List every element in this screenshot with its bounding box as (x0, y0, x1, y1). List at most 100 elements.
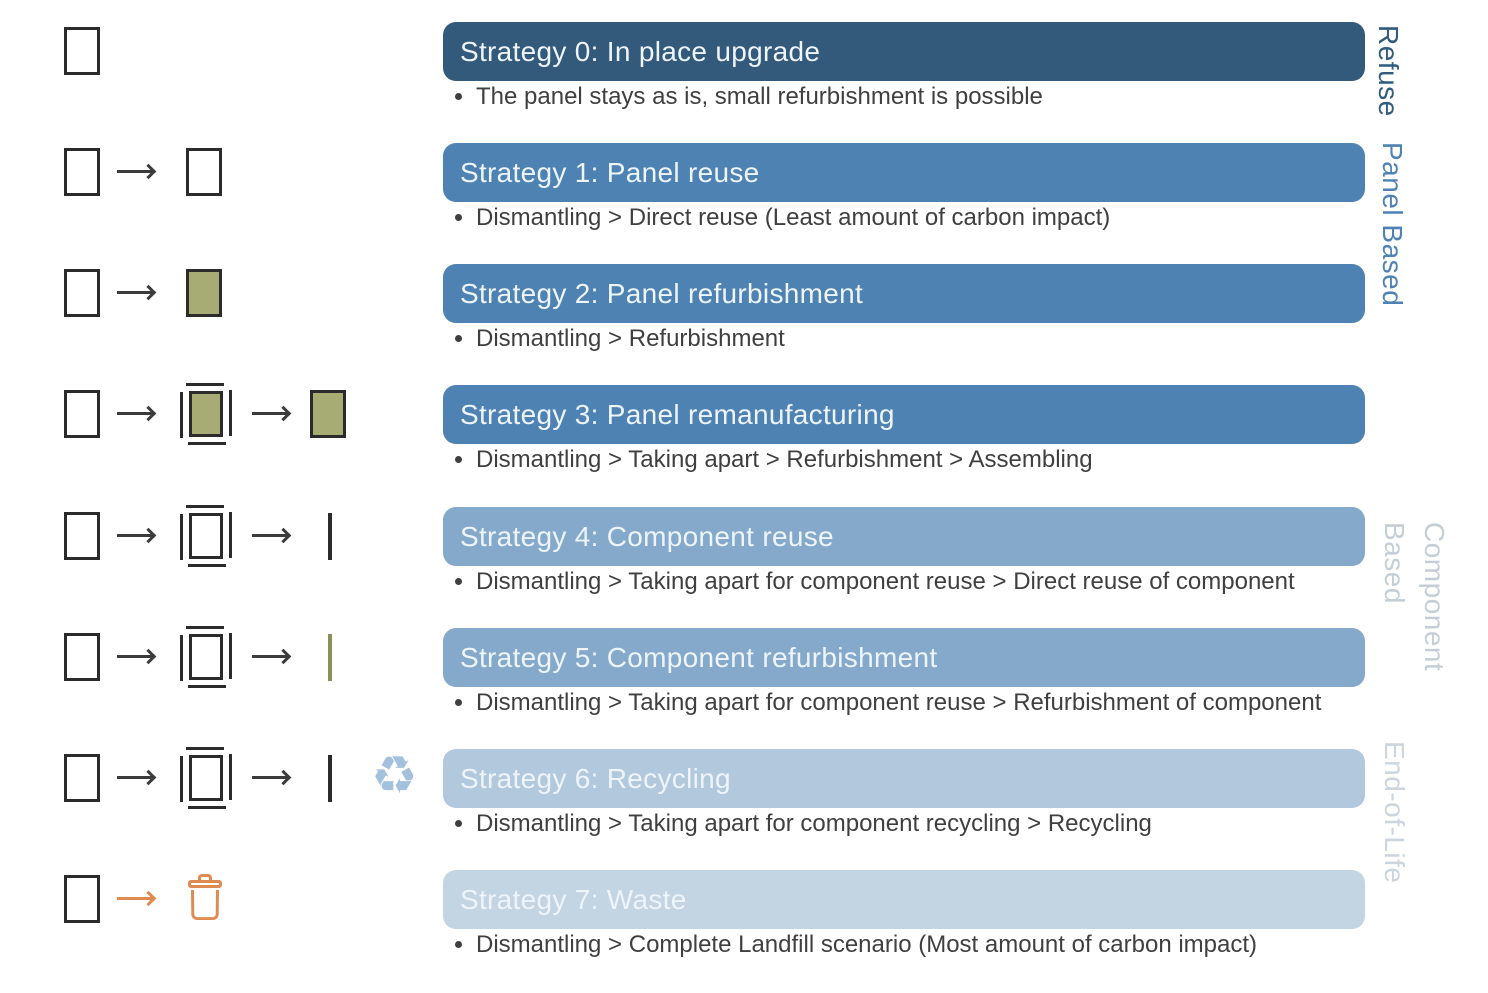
strategy-row-5: Strategy 5: Component refurbishment Dism… (0, 626, 1488, 749)
detached-edge-right (229, 390, 232, 436)
strategy-5-description-list: Dismantling > Taking apart for component… (450, 688, 1321, 718)
strategy-0-description-list: The panel stays as is, small refurbishme… (450, 82, 1043, 112)
arrow-icon (252, 412, 288, 415)
arrow-icon (117, 776, 153, 779)
side-label-component-based-line1: Component (1419, 522, 1450, 672)
strategy-1-banner: Strategy 1: Panel reuse (443, 143, 1365, 202)
trash-body (191, 890, 219, 920)
trash-icon (186, 874, 224, 922)
side-label-panel-based: Panel Based (1377, 142, 1408, 307)
panel-icon (64, 754, 100, 802)
strategy-7-title: Strategy 7: Waste (460, 883, 687, 915)
detached-edge-bottom (188, 685, 226, 688)
strategy-6-description: Dismantling > Taking apart for component… (476, 809, 1152, 839)
strategy-0-title: Strategy 0: In place upgrade (460, 35, 821, 67)
panel-core (189, 391, 223, 437)
panel-icon (64, 633, 100, 681)
strategy-row-1: Strategy 1: Panel reuse Dismantling > Di… (0, 143, 1488, 264)
detached-edge-bottom (188, 442, 226, 445)
arrow-icon (252, 534, 288, 537)
component-icon (328, 755, 332, 802)
detached-edge-left (180, 635, 183, 681)
strategy-row-6: ♻ Strategy 6: Recycling Dismantling > Ta… (0, 747, 1488, 870)
arrow-icon (117, 170, 153, 173)
strategy-5-description: Dismantling > Taking apart for component… (476, 688, 1321, 718)
arrow-icon (252, 655, 288, 658)
detached-edge-top (186, 747, 224, 750)
detached-edge-right (229, 754, 232, 800)
panel-icon (186, 148, 222, 196)
strategy-2-title: Strategy 2: Panel refurbishment (460, 277, 864, 309)
strategy-0-banner: Strategy 0: In place upgrade (443, 22, 1365, 81)
strategy-2-description-list: Dismantling > Refurbishment (450, 324, 785, 354)
dismantled-panel-icon (180, 505, 232, 567)
side-label-component-based-line2: Based (1379, 522, 1410, 604)
panel-icon (64, 390, 100, 438)
strategy-5-title: Strategy 5: Component refurbishment (460, 641, 938, 673)
trash-lid (188, 880, 222, 888)
strategy-3-description-list: Dismantling > Taking apart > Refurbishme… (450, 445, 1093, 475)
recycle-icon: ♻ (371, 747, 418, 805)
detached-edge-top (186, 505, 224, 508)
side-label-end-of-life: End-of-Life (1379, 741, 1410, 884)
strategy-6-description-list: Dismantling > Taking apart for component… (450, 809, 1152, 839)
strategy-4-description: Dismantling > Taking apart for component… (476, 567, 1295, 597)
strategy-6-title: Strategy 6: Recycling (460, 762, 731, 794)
strategy-5-banner: Strategy 5: Component refurbishment (443, 628, 1365, 687)
component-icon (328, 513, 332, 560)
strategy-row-7: Strategy 7: Waste Dismantling > Complete… (0, 870, 1488, 991)
detached-edge-left (180, 392, 183, 438)
strategy-2-banner: Strategy 2: Panel refurbishment (443, 264, 1365, 323)
dismantled-panel-icon (180, 626, 232, 688)
panel-icon (64, 27, 100, 75)
panel-core (189, 513, 223, 559)
detached-edge-top (186, 626, 224, 629)
strategy-row-2: Strategy 2: Panel refurbishment Dismantl… (0, 264, 1488, 385)
strategy-3-description: Dismantling > Taking apart > Refurbishme… (476, 445, 1093, 475)
strategy-row-0: Strategy 0: In place upgrade The panel s… (0, 22, 1488, 143)
strategy-0-description: The panel stays as is, small refurbishme… (476, 82, 1043, 112)
waste-arrow-icon (117, 897, 153, 900)
panel-icon (64, 269, 100, 317)
strategy-4-banner: Strategy 4: Component reuse (443, 507, 1365, 566)
arrow-icon (117, 655, 153, 658)
detached-edge-right (229, 633, 232, 679)
arrow-icon (117, 291, 153, 294)
arrow-icon (117, 534, 153, 537)
strategy-7-banner: Strategy 7: Waste (443, 870, 1365, 929)
strategy-1-description: Dismantling > Direct reuse (Least amount… (476, 203, 1110, 233)
strategy-3-title: Strategy 3: Panel remanufacturing (460, 398, 895, 430)
panel-icon (64, 512, 100, 560)
detached-edge-left (180, 514, 183, 560)
strategy-4-title: Strategy 4: Component reuse (460, 520, 834, 552)
refurbished-panel-icon (310, 390, 346, 438)
detached-edge-left (180, 756, 183, 802)
strategy-1-description-list: Dismantling > Direct reuse (Least amount… (450, 203, 1110, 233)
panel-icon (64, 875, 100, 923)
strategy-row-4: Strategy 4: Component reuse Dismantling … (0, 505, 1488, 628)
trash-lid-knob (198, 874, 212, 882)
strategy-2-description: Dismantling > Refurbishment (476, 324, 785, 354)
side-label-refuse: Refuse (1373, 25, 1404, 117)
panel-core (189, 755, 223, 801)
panel-icon (64, 148, 100, 196)
strategy-7-description: Dismantling > Complete Landfill scenario… (476, 930, 1257, 960)
arrow-icon (252, 776, 288, 779)
strategy-4-description-list: Dismantling > Taking apart for component… (450, 567, 1295, 597)
strategy-3-banner: Strategy 3: Panel remanufacturing (443, 385, 1365, 444)
detached-edge-right (229, 512, 232, 558)
refurbished-panel-icon (186, 269, 222, 317)
refurbished-component-icon (328, 634, 332, 681)
strategy-row-3: Strategy 3: Panel remanufacturing Disman… (0, 383, 1488, 506)
strategy-1-title: Strategy 1: Panel reuse (460, 156, 760, 188)
strategy-7-description-list: Dismantling > Complete Landfill scenario… (450, 930, 1257, 960)
side-label-component-based: Component Based (1374, 522, 1454, 671)
dismantled-panel-icon (180, 747, 232, 809)
strategy-6-banner: Strategy 6: Recycling (443, 749, 1365, 808)
panel-core (189, 634, 223, 680)
detached-edge-bottom (188, 564, 226, 567)
arrow-icon (117, 412, 153, 415)
detached-edge-bottom (188, 806, 226, 809)
detached-edge-top (186, 383, 224, 386)
